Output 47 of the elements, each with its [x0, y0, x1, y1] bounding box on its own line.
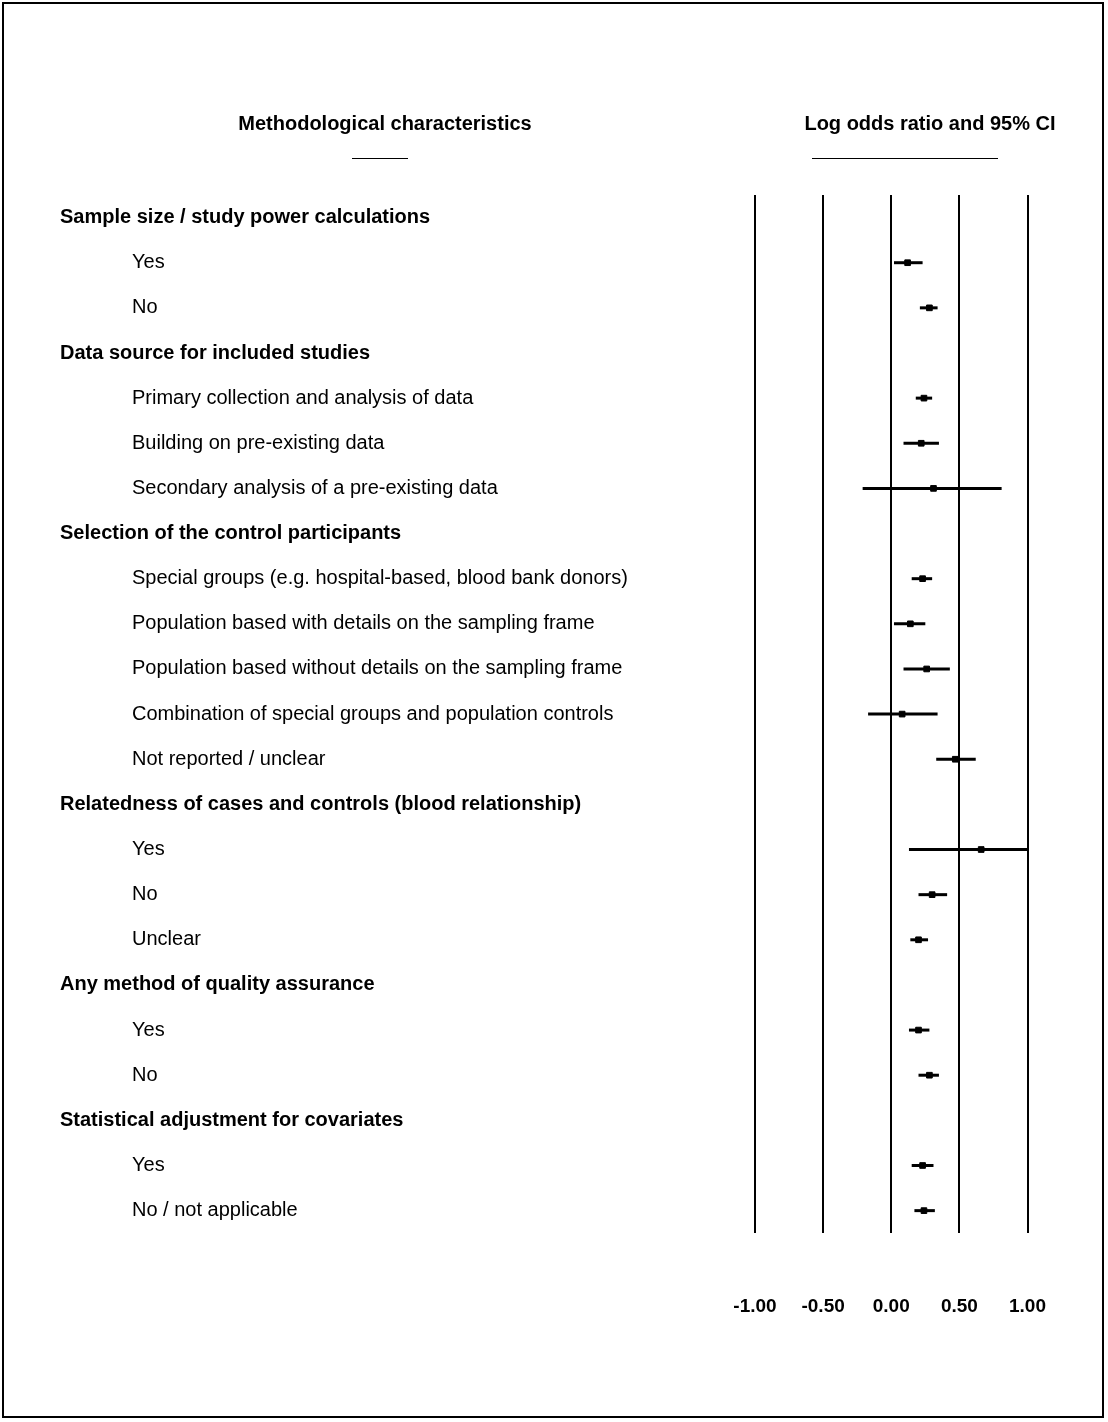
y-tick-label: Not reported / unclear — [132, 746, 326, 769]
y-tick-label: Yes — [132, 1017, 165, 1040]
point — [923, 665, 931, 673]
text: Any method of quality assurance — [60, 972, 375, 995]
source-note: Data source for included studies — [60, 340, 371, 363]
point — [904, 259, 911, 267]
point — [907, 620, 914, 628]
point — [915, 1026, 922, 1034]
point — [920, 1207, 928, 1214]
text: Relatedness of cases and controls (blood relationship) — [60, 791, 582, 814]
y-tick-label: Building on pre-existing data — [132, 430, 386, 453]
point — [951, 755, 959, 763]
point — [919, 1162, 926, 1169]
text: Statistical adjustment for covariates — [60, 1107, 404, 1130]
y-tick-label: No — [132, 295, 158, 318]
y-tick-label: Population based without details on the sampling frame — [132, 656, 623, 679]
y-tick-label: No / not applicable — [132, 1198, 298, 1221]
point — [920, 394, 928, 402]
point — [930, 485, 937, 492]
y-tick-label: Yes — [132, 1153, 165, 1176]
y-tick-label: Secondary analysis of a pre-existing data — [132, 475, 499, 498]
x-axis-title: Log odds ratio and 95% CI — [804, 112, 1056, 135]
x-tick-label: -1.00 — [733, 1294, 777, 1316]
x-tick-label: -0.50 — [801, 1294, 845, 1316]
point — [898, 710, 906, 718]
y-tick-label: Population based with details on the sampling frame — [132, 611, 595, 634]
y-tick-label: Special groups (e.g. hospital-based, blood bank donors) — [132, 566, 628, 589]
y-tick-label: Unclear — [132, 927, 202, 950]
x-tick-label: 1.00 — [1009, 1294, 1046, 1316]
x-tick-label: 0.00 — [872, 1294, 910, 1316]
point — [977, 846, 985, 853]
y-tick-label: Yes — [132, 837, 165, 860]
x-tick-label: 0.50 — [940, 1294, 978, 1316]
point — [915, 936, 922, 944]
text: Selection of the control participants — [60, 521, 402, 544]
y-tick-label: No — [132, 1062, 158, 1085]
y-tick-label: Primary collection and analysis of data — [132, 385, 475, 408]
point — [919, 575, 926, 583]
point — [917, 439, 925, 447]
y-tick-label: Combination of special groups and population controls — [132, 701, 614, 724]
point — [928, 891, 936, 898]
y-tick-label: No — [132, 882, 158, 905]
text: Sample size / study power calculations — [60, 205, 431, 228]
point — [926, 1071, 933, 1079]
y-axis-title: Methodological characteristics — [238, 112, 532, 135]
point — [926, 304, 933, 312]
y-tick-label: Yes — [132, 250, 165, 273]
